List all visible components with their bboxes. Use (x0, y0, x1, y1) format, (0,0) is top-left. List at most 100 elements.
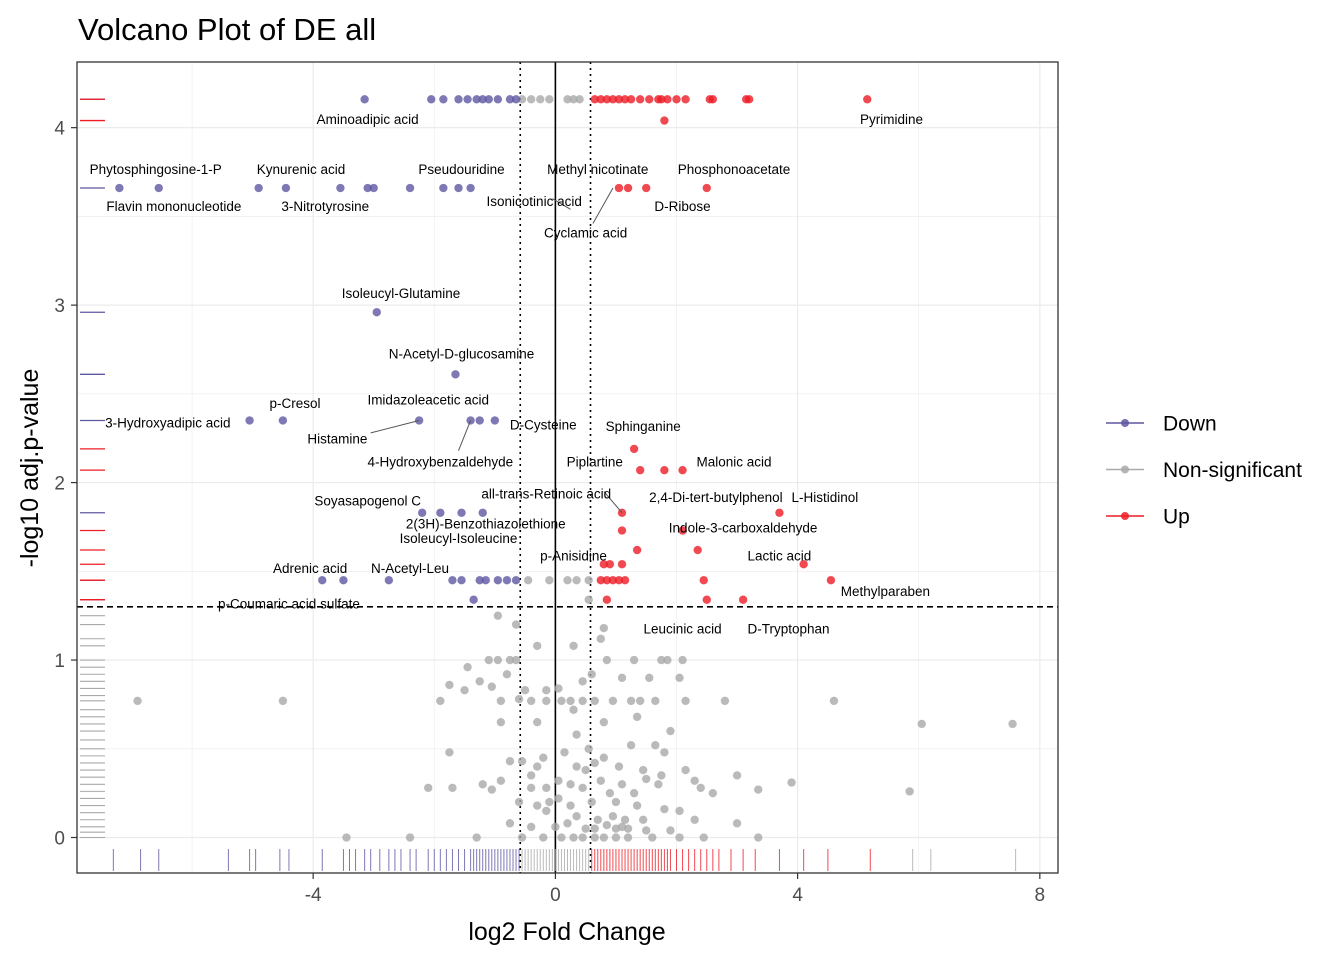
label-connector (370, 419, 420, 434)
point-non-significant (599, 753, 609, 762)
point-non-significant (484, 655, 494, 665)
point-non-significant (593, 815, 603, 825)
point-up (775, 508, 784, 518)
point-non-significant (599, 623, 609, 633)
point-up (738, 595, 748, 605)
point-label: Aminoadipic acid (317, 112, 419, 127)
point-label: 2(3H)-Benzothiazolethione (406, 517, 566, 532)
point-non-significant (602, 820, 612, 830)
point-non-significant (569, 705, 578, 715)
point-up (635, 465, 645, 475)
point-non-significant (681, 696, 690, 706)
point-up (629, 444, 639, 454)
point-non-significant (829, 696, 839, 706)
plot-border (76, 61, 1059, 874)
point-non-significant (493, 655, 503, 665)
plot-background (77, 62, 1058, 873)
point-non-significant (584, 744, 593, 754)
point-up (702, 595, 712, 605)
point-down (317, 575, 327, 585)
point-non-significant (614, 762, 624, 771)
point-non-significant (578, 833, 587, 842)
point-down (493, 575, 503, 585)
point-down (439, 94, 448, 104)
point-non-significant (602, 655, 612, 665)
point-non-significant (545, 575, 554, 585)
point-non-significant (460, 685, 469, 695)
point-non-significant (590, 824, 600, 833)
y-axis-title: -log10 adj.p-value (16, 369, 44, 568)
point-non-significant (532, 717, 542, 727)
point-down (245, 416, 254, 425)
point-non-significant (675, 673, 684, 683)
point-non-significant (611, 797, 621, 807)
point-non-significant (554, 794, 563, 803)
point-non-significant (557, 833, 566, 842)
point-up (620, 575, 630, 585)
point-non-significant (617, 779, 627, 789)
point-non-significant (584, 575, 593, 585)
point-down (336, 183, 345, 193)
point-non-significant (514, 694, 524, 704)
point-up (626, 94, 636, 104)
point-non-significant (617, 673, 627, 683)
label-connector (592, 187, 614, 224)
point-label: L-Histidinol (791, 490, 858, 505)
point-non-significant (732, 819, 742, 828)
point-down (493, 94, 503, 104)
legend-key-point (1121, 465, 1129, 474)
point-up (641, 183, 651, 193)
point-label: Kynurenic acid (257, 162, 346, 177)
point-down (502, 575, 512, 585)
point-down (511, 575, 521, 585)
point-up (681, 94, 690, 104)
point-non-significant (632, 801, 642, 810)
x-tick-label: 8 (1035, 885, 1046, 906)
point-up (605, 559, 615, 569)
point-non-significant (514, 797, 524, 807)
point-non-significant (651, 740, 660, 750)
point-up (708, 94, 718, 104)
point-down (448, 575, 457, 585)
y-tick-label: 3 (54, 296, 65, 317)
point-non-significant (572, 730, 581, 739)
point-down (254, 183, 263, 193)
point-up (678, 465, 687, 475)
point-non-significant (611, 833, 621, 842)
point-label: Leucinic acid (644, 621, 722, 636)
rug-marks (80, 98, 1017, 871)
point-non-significant (542, 783, 551, 793)
point-non-significant (732, 771, 742, 780)
point-non-significant (554, 776, 563, 786)
grid-lines (77, 62, 1058, 873)
point-non-significant (560, 748, 569, 757)
point-label: Malonic acid (697, 455, 772, 470)
point-up (702, 183, 712, 193)
point-label: Histamine (307, 432, 367, 447)
point-down (278, 416, 288, 425)
point-label: Piplartine (567, 455, 623, 470)
point-label: Isonicotinic acid (487, 194, 582, 209)
point-non-significant (496, 776, 506, 786)
point-label: D-Cysteine (510, 417, 577, 432)
point-non-significant (278, 696, 288, 706)
point-up (672, 94, 681, 104)
legend-label: Down (1163, 413, 1217, 436)
point-non-significant (647, 833, 657, 842)
point-non-significant (538, 753, 548, 762)
point-non-significant (720, 696, 730, 706)
point-up (862, 94, 872, 104)
y-tick-label: 1 (54, 651, 65, 672)
point-label: Phytosphingosine-1-P (90, 162, 222, 177)
point-non-significant (511, 620, 521, 629)
point-label: N-Acetyl-D-glucosamine (389, 346, 535, 361)
point-non-significant (423, 783, 433, 793)
point-non-significant (566, 801, 575, 810)
point-up (699, 575, 709, 585)
point-non-significant (905, 787, 914, 796)
point-non-significant (696, 783, 706, 793)
point-label: Lactic acid (748, 549, 812, 564)
point-down (384, 575, 394, 585)
point-non-significant (542, 685, 551, 695)
point-down (457, 575, 466, 585)
